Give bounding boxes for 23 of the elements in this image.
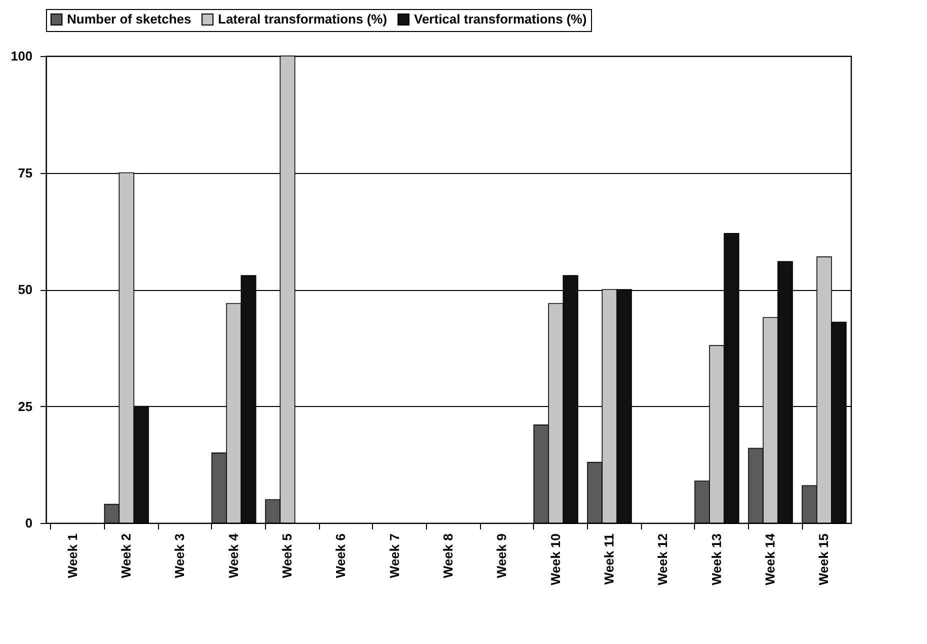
y-tick-label: 50 [18,282,32,297]
y-tick-label: 25 [18,398,32,414]
x-tick-label: Week 9 [494,534,510,578]
x-tick-label: Week 12 [655,534,670,586]
x-tick-label: Week 5 [280,534,294,578]
x-tick-label: Week 13 [708,534,724,586]
x-tick-label: Week 2 [118,534,134,578]
x-tick-label: Week 1 [64,534,80,578]
y-tick-label: 0 [25,516,32,530]
y-tick-label: 75 [18,165,32,180]
legend-label: Lateral transformations (%) [218,12,388,27]
x-tick-label: Week 8 [440,534,456,578]
x-tick-label: Week 3 [172,534,188,578]
legend-label: Number of sketches [67,12,192,27]
x-tick-label: Week 10 [548,534,563,586]
x-tick-label: Week 6 [333,534,348,578]
x-tick-label: Week 15 [816,534,832,586]
x-tick-label: Week 14 [762,532,778,586]
legend-label: Vertical transformations (%) [414,12,587,27]
x-tick-label: Week 4 [226,532,241,578]
x-tick-label: Week 7 [386,534,402,578]
x-tick-label: Week 11 [602,534,616,585]
y-tick-label: 100 [10,48,32,64]
